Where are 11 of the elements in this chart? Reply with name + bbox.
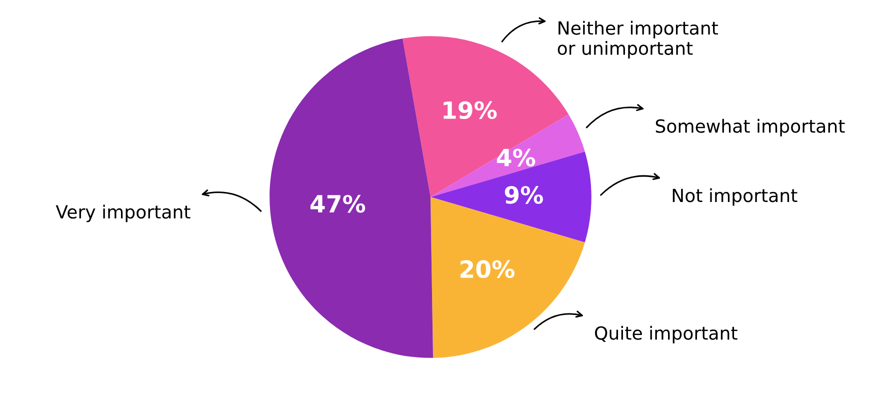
data-label: 4% bbox=[496, 148, 536, 166]
slice-label: Neither important or unimportant bbox=[558, 20, 718, 59]
slice-label: Somewhat important bbox=[656, 118, 845, 136]
slice-label: Not important bbox=[672, 188, 798, 206]
data-label: 9% bbox=[504, 186, 544, 204]
slice-label: Quite important bbox=[595, 326, 738, 344]
pie-slice bbox=[270, 38, 434, 358]
data-label: 19% bbox=[444, 101, 497, 120]
data-label: 47% bbox=[310, 194, 366, 213]
data-label: 20% bbox=[460, 260, 514, 278]
slice-label: Very important bbox=[56, 204, 190, 222]
